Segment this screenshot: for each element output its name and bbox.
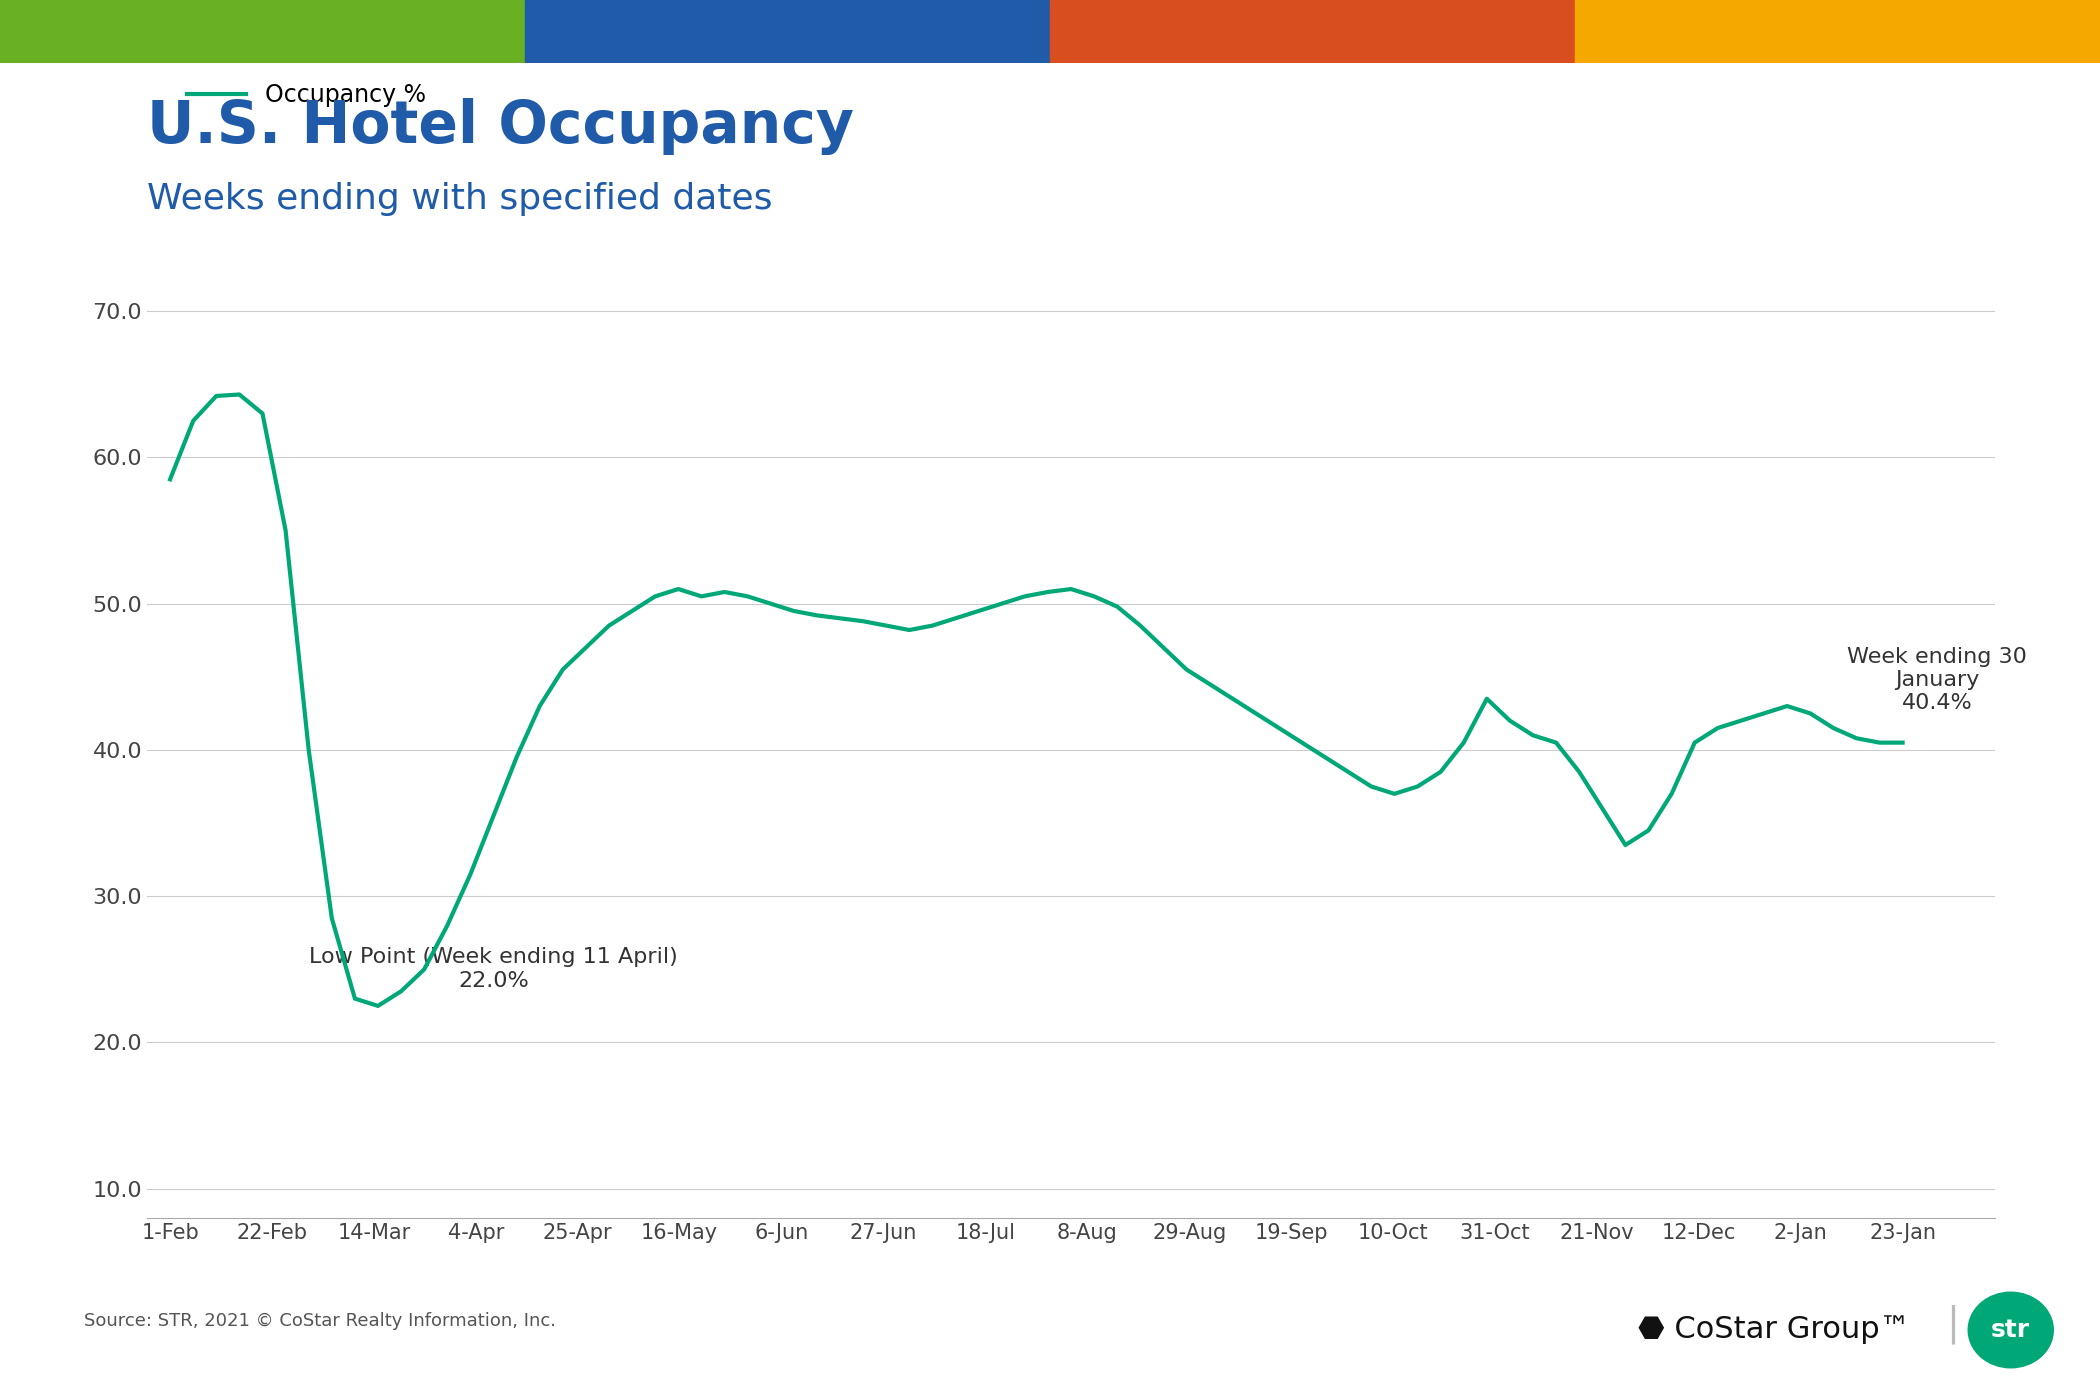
Text: Weeks ending with specified dates: Weeks ending with specified dates xyxy=(147,182,773,216)
Bar xyxy=(525,0,1050,63)
Text: Low Point (Week ending 11 April)
22.0%: Low Point (Week ending 11 April) 22.0% xyxy=(309,948,678,991)
Bar xyxy=(1575,0,2100,63)
Legend: Occupancy %: Occupancy % xyxy=(176,73,435,116)
Text: ⬣ CoStar Group™: ⬣ CoStar Group™ xyxy=(1638,1315,1911,1344)
Bar xyxy=(0,0,525,63)
Text: Source: STR, 2021 © CoStar Realty Information, Inc.: Source: STR, 2021 © CoStar Realty Inform… xyxy=(84,1312,556,1330)
Text: U.S. Hotel Occupancy: U.S. Hotel Occupancy xyxy=(147,98,855,155)
Text: Week ending 30
January
40.4%: Week ending 30 January 40.4% xyxy=(1848,647,2026,714)
Bar xyxy=(1050,0,1575,63)
Text: |: | xyxy=(1947,1305,1959,1344)
Text: str: str xyxy=(1991,1317,2031,1343)
Circle shape xyxy=(1968,1292,2054,1368)
